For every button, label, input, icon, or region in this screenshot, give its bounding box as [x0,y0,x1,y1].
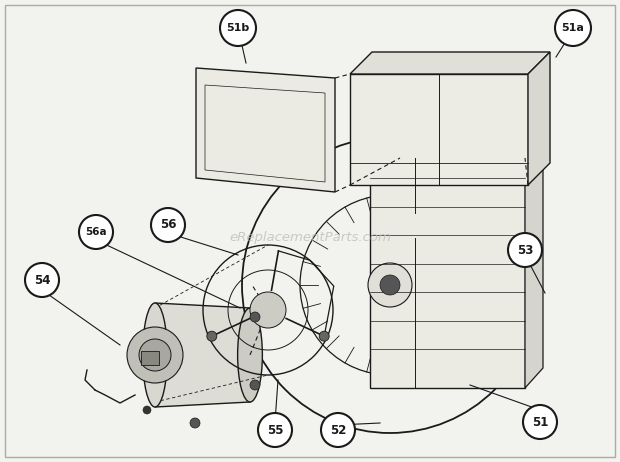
Circle shape [143,406,151,414]
Polygon shape [528,52,550,185]
Polygon shape [196,68,335,192]
Circle shape [79,215,113,249]
FancyBboxPatch shape [141,351,159,365]
Text: eReplacementParts.com: eReplacementParts.com [229,231,391,244]
Circle shape [139,339,171,371]
Polygon shape [525,146,543,388]
Circle shape [151,208,185,242]
Circle shape [220,10,256,46]
Polygon shape [155,303,250,407]
Circle shape [25,263,59,297]
Text: 56: 56 [160,219,176,231]
Text: 51a: 51a [562,23,585,33]
Text: 56a: 56a [85,227,107,237]
Circle shape [127,327,183,383]
Circle shape [250,380,260,390]
Text: 53: 53 [517,243,533,256]
Text: 51: 51 [532,415,548,428]
Circle shape [207,331,217,341]
Ellipse shape [143,303,167,407]
Circle shape [380,275,400,295]
Text: 51b: 51b [226,23,250,33]
Circle shape [555,10,591,46]
Circle shape [258,413,292,447]
Circle shape [368,263,412,307]
Text: 52: 52 [330,424,346,437]
Polygon shape [350,74,528,185]
Circle shape [319,331,329,341]
Circle shape [523,405,557,439]
Polygon shape [350,52,550,74]
Circle shape [321,413,355,447]
Text: 54: 54 [33,274,50,286]
Text: 55: 55 [267,424,283,437]
Polygon shape [370,158,525,388]
Circle shape [250,312,260,322]
Circle shape [508,233,542,267]
Ellipse shape [237,308,262,402]
Polygon shape [370,146,543,158]
Circle shape [250,292,286,328]
Circle shape [190,418,200,428]
